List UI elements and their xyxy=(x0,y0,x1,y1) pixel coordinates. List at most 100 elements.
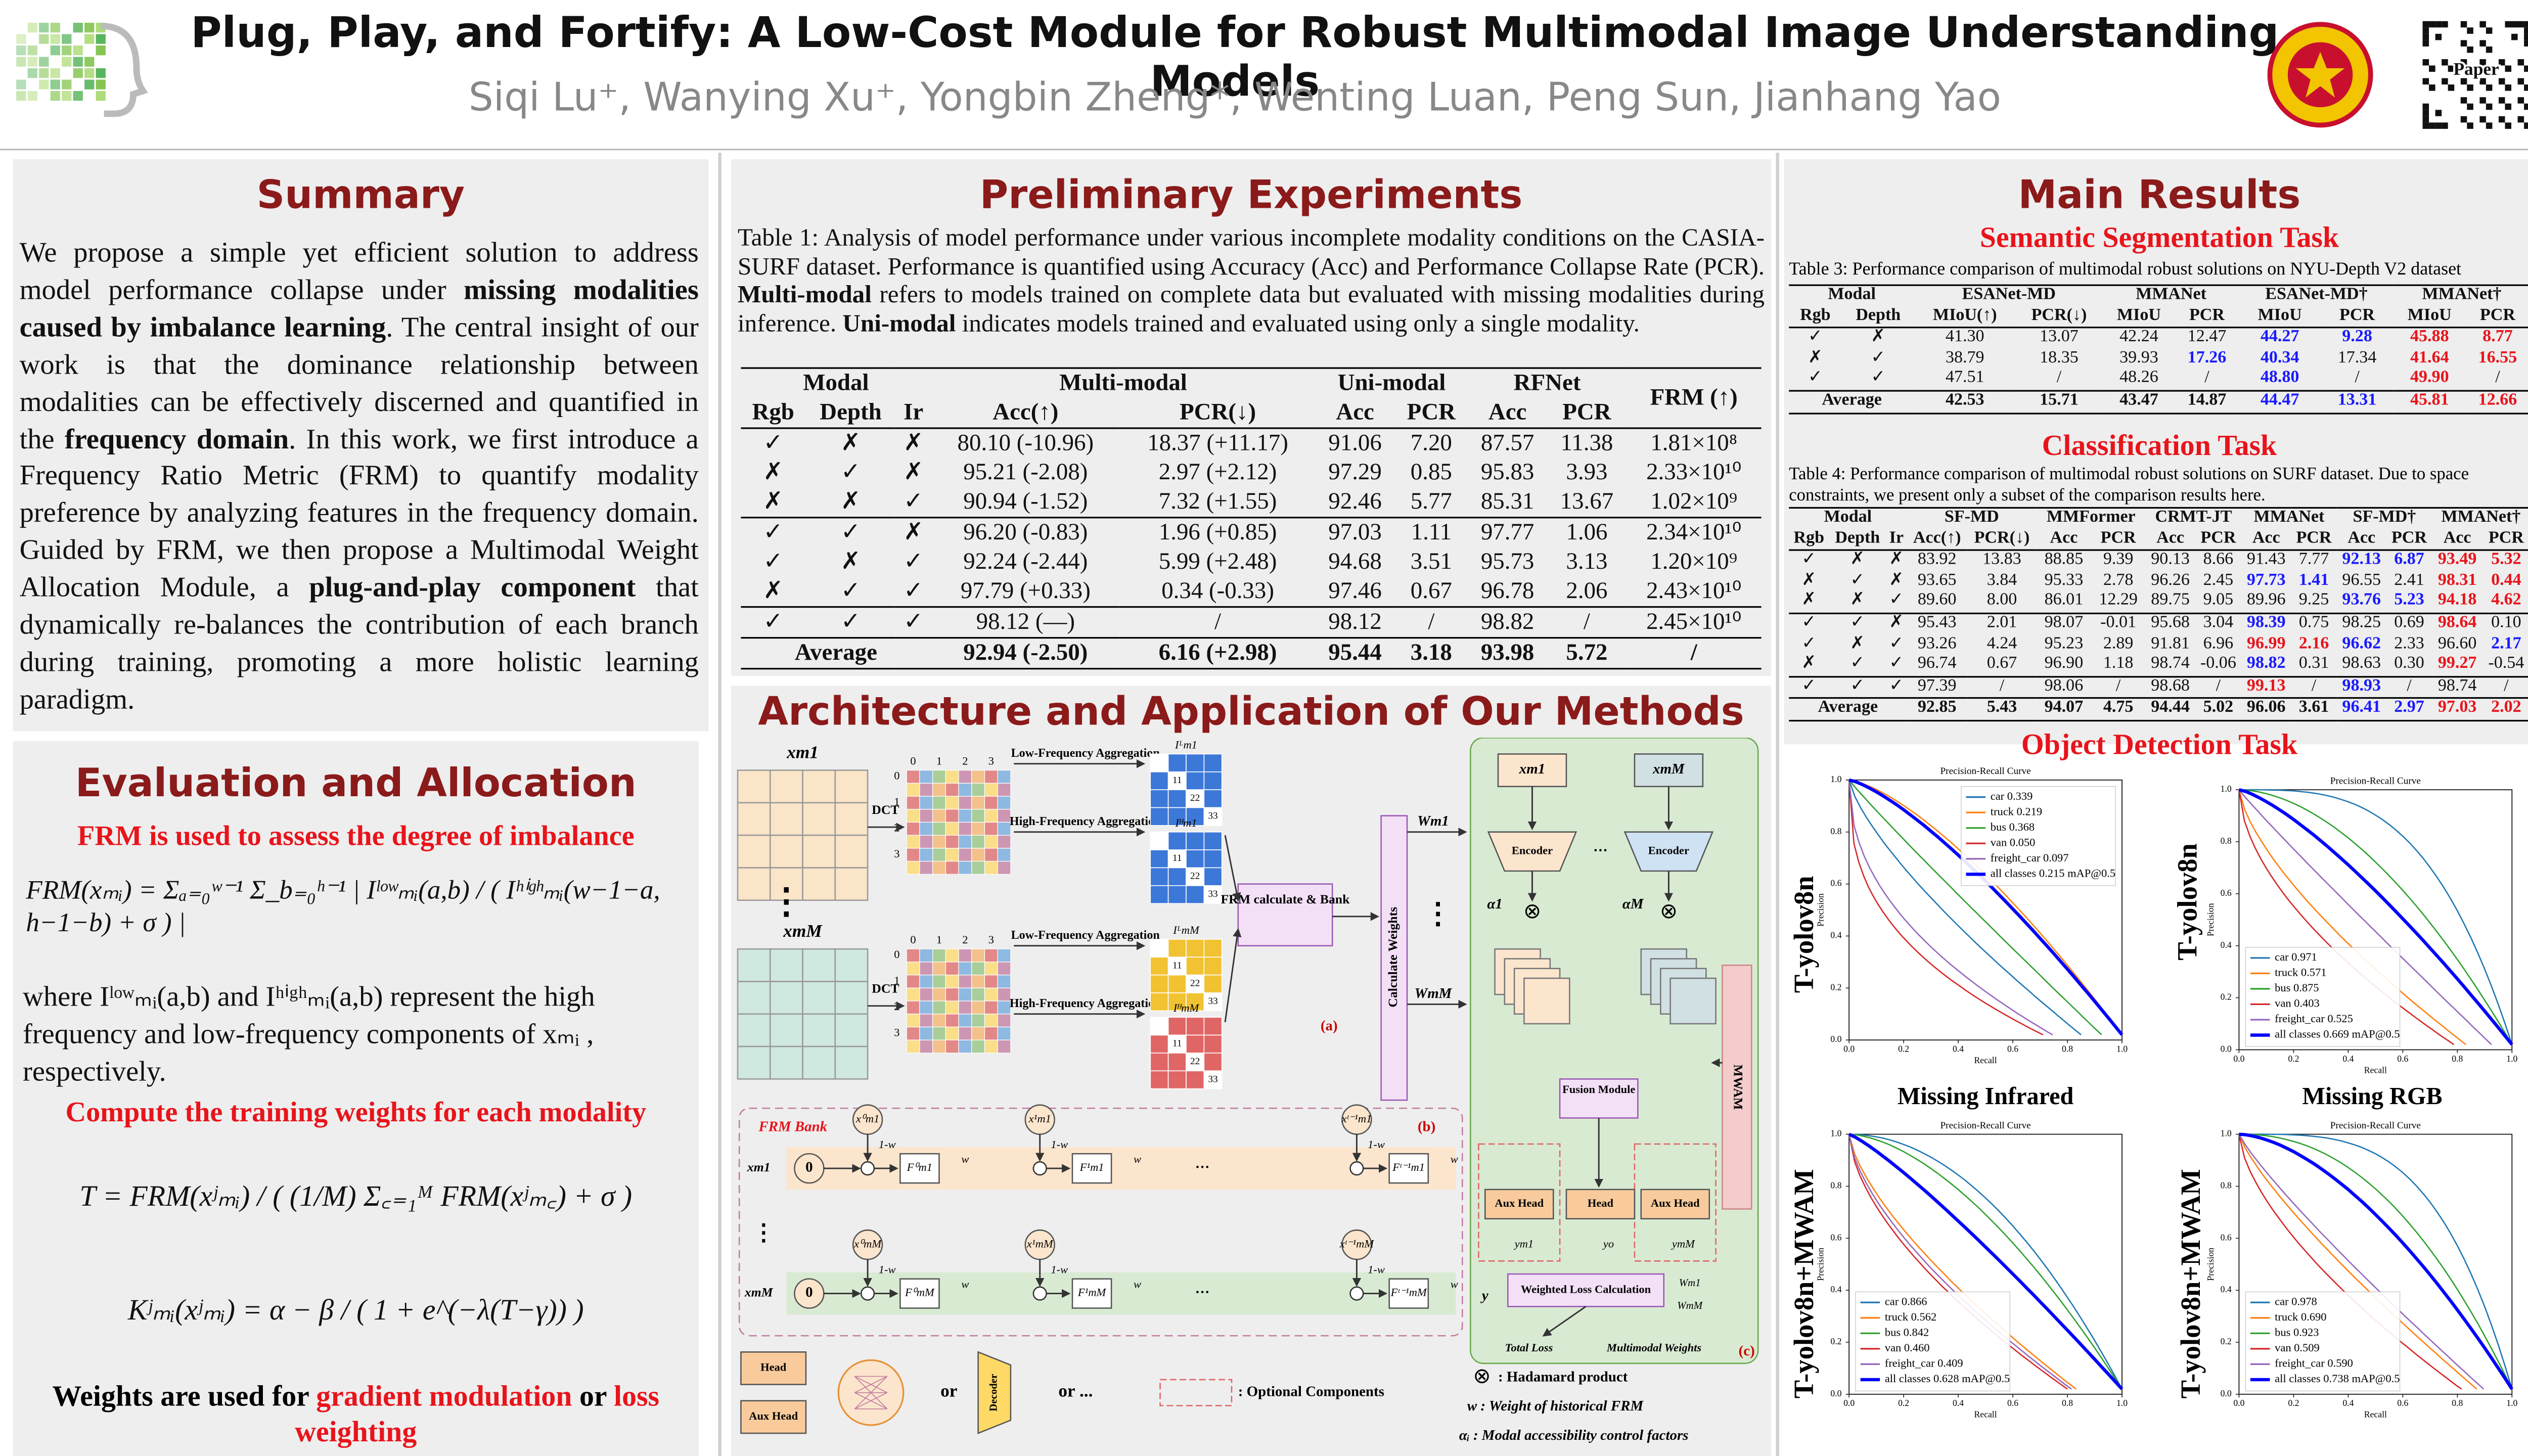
diagram-label: Calculate Weights xyxy=(1385,907,1400,1008)
table-cell: 0.10 xyxy=(2482,612,2528,635)
diagram-label: High-Frequency Aggregation xyxy=(1010,997,1161,1010)
nn-edge xyxy=(854,1376,888,1393)
diagram-box xyxy=(1203,753,1223,772)
table-cell: 5.99 (+2.48) xyxy=(1158,549,1277,575)
plot-title: Precision-Recall Curve xyxy=(1940,1120,2030,1131)
table-cell: 3.61 xyxy=(2291,698,2337,721)
diagram-box xyxy=(971,783,985,797)
summary-text: We propose a simple yet efficient soluti… xyxy=(20,234,699,718)
diagram-label: DCT xyxy=(872,981,899,995)
diagram-box xyxy=(997,1026,1011,1040)
diagram-box xyxy=(971,987,985,1002)
qr-module xyxy=(2448,65,2455,72)
task-title: Semantic Segmentation Task xyxy=(1979,221,2339,254)
diagram-box xyxy=(737,948,771,982)
table-cell: 5.43 xyxy=(1967,698,2037,721)
qr-module xyxy=(2517,116,2524,123)
summary-panel: Summary We propose a simple yet efficien… xyxy=(13,159,709,732)
pr-curve xyxy=(1849,1133,2123,1390)
detection-plots: T-yolov8n T-yolov8n T-yolov8n+MWAM T-yolov8… xyxy=(1788,766,2517,1420)
table-cell: 3.93 xyxy=(1566,460,1608,486)
diagram-box xyxy=(945,848,959,862)
diagram-box xyxy=(1478,1143,1561,1262)
pr-curve xyxy=(2238,1133,2485,1390)
qr-module xyxy=(2467,65,2473,72)
diagram-label: 0 xyxy=(910,933,916,946)
qr-module xyxy=(2435,33,2442,40)
x-tick-label: 1.0 xyxy=(2506,1398,2517,1408)
diagram-box xyxy=(1150,831,1169,850)
legend-label: car 0.339 xyxy=(1991,790,2033,802)
qr-module xyxy=(2524,122,2528,129)
y-tick-label: 0.8 xyxy=(2221,836,2232,846)
diagram-box xyxy=(834,802,869,836)
diagram-box xyxy=(1634,753,1704,788)
diagram-label: 11 xyxy=(1172,853,1182,863)
table-cell: 96.60 xyxy=(2437,634,2477,653)
column-header: MIoU xyxy=(2394,306,2466,329)
formula-frm: FRM(xₘᵢ) = Σₐ₌₀ʷ⁻¹ Σ_b₌₀ʰ⁻¹ | Iˡᵒʷₘᵢ(a,b… xyxy=(26,874,660,938)
column-separator xyxy=(1776,153,1779,1456)
task-title: Classification Task xyxy=(2042,429,2277,462)
table-cell: ✗ xyxy=(763,578,783,605)
diagram-box xyxy=(1203,831,1223,850)
y-tick-label: 0.4 xyxy=(1830,930,1841,940)
table-cell: 47.51 xyxy=(1945,369,1984,388)
qr-module xyxy=(2429,65,2435,72)
qr-module xyxy=(2467,84,2473,91)
logo-pixel xyxy=(16,46,26,56)
diagram-box xyxy=(919,1014,933,1028)
diagram-label: WmM xyxy=(1677,1299,1703,1311)
section-title: Preliminary Experiments xyxy=(979,172,1523,218)
text-run: . In this work, we first introduce a Fre… xyxy=(19,422,699,604)
table-cell: 11.38 xyxy=(1560,430,1613,457)
diagram-label: MWAM xyxy=(1731,1064,1745,1110)
diagram-label: xᵗ⁻¹mM xyxy=(1339,1237,1375,1250)
column-group: MMANet xyxy=(2241,507,2337,529)
qr-module xyxy=(2517,21,2524,28)
diagram-box xyxy=(1150,957,1169,976)
table-cell: ✗ xyxy=(1808,349,1823,367)
table-cell: ✓ xyxy=(1801,551,1817,569)
section-title: Summary xyxy=(256,172,465,218)
table-cell: ✓ xyxy=(1829,675,1886,699)
column-header: Rgb xyxy=(741,398,805,429)
diagram-box xyxy=(997,948,1011,963)
diagram-arrow xyxy=(1542,1306,1587,1337)
diagram-box xyxy=(1150,992,1169,1012)
note: Compute the training weights for each mo… xyxy=(65,1095,647,1128)
column-header: PCR xyxy=(1547,398,1627,429)
qr-module xyxy=(2524,65,2528,72)
table-cell: / xyxy=(2291,675,2337,699)
column-group: FRM (↑) xyxy=(1626,367,1762,429)
table-cell: 97.77 xyxy=(1468,517,1548,548)
table-cell: 98.12 xyxy=(1315,606,1395,638)
diagram-box xyxy=(984,1014,998,1028)
pr-curve xyxy=(2239,789,2513,1045)
diagram-box xyxy=(945,987,959,1002)
table-cell: ✗ xyxy=(1801,655,1817,673)
diagram-box xyxy=(802,981,836,1015)
table-cell: 95.68 xyxy=(2145,612,2195,635)
table-cell: ✗ xyxy=(840,430,861,457)
legend-label: truck 0.690 xyxy=(2275,1310,2326,1323)
diagram-box xyxy=(919,822,933,836)
table-cell: ✓ xyxy=(1850,571,1865,590)
qr-module xyxy=(2422,110,2429,116)
table-cell: 94.18 xyxy=(2437,592,2477,610)
text-run: Weights are used for xyxy=(52,1379,317,1413)
diagram-box xyxy=(1203,1034,1223,1054)
x-tick-label: 0.8 xyxy=(2062,1398,2073,1408)
qr-module xyxy=(2467,103,2473,110)
x-tick-label: 0.4 xyxy=(1953,1398,1964,1408)
table-cell: 49.90 xyxy=(2410,369,2449,388)
encoder-shape xyxy=(1487,831,1577,872)
column-header: PCR xyxy=(2320,306,2394,329)
diagram-label: FRM Bank xyxy=(758,1118,827,1134)
diagram-label: Encoder xyxy=(1648,844,1689,856)
table-cell: 2.89 xyxy=(2103,634,2134,653)
diagram-box xyxy=(958,974,972,988)
column-header: MIoU xyxy=(2239,306,2321,329)
table-cell: 41.64 xyxy=(2410,349,2449,367)
diagram-box xyxy=(997,962,1011,976)
